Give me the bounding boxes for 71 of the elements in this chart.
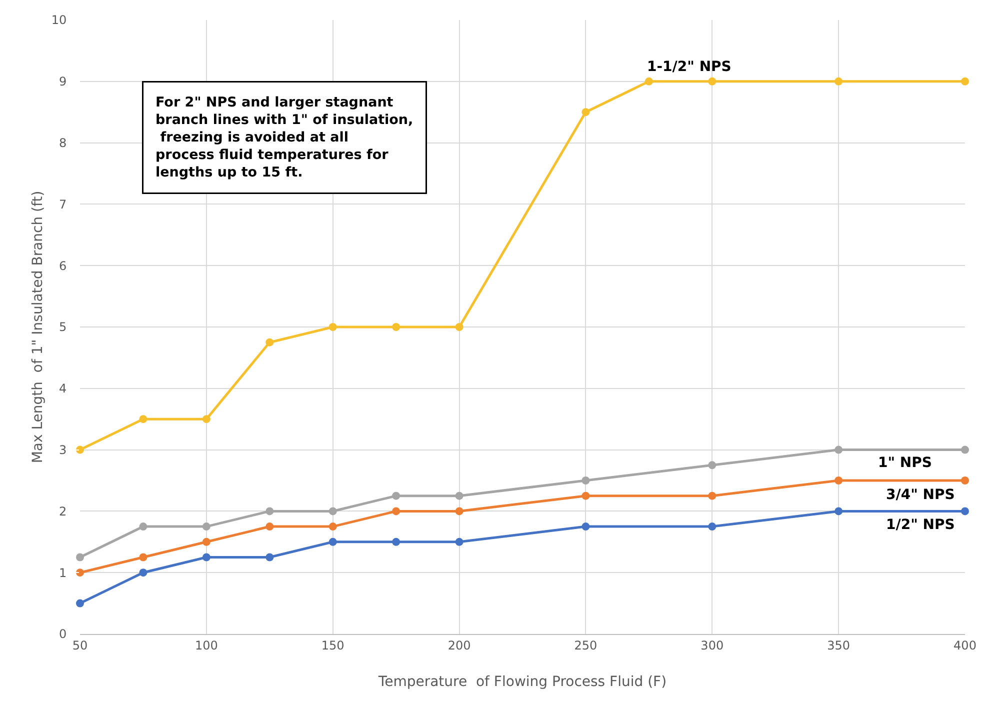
y-tick-label: 10 — [51, 13, 67, 28]
point — [392, 323, 400, 331]
x-tick-label: 400 — [954, 638, 976, 652]
point — [392, 507, 400, 516]
point — [455, 492, 464, 500]
x-tick-label: 350 — [827, 638, 850, 652]
y-tick-label: 4 — [58, 382, 67, 396]
point — [582, 522, 590, 531]
point — [202, 415, 210, 424]
point — [328, 323, 337, 331]
point — [139, 553, 148, 562]
point — [834, 476, 843, 484]
point — [582, 108, 590, 116]
point — [708, 77, 716, 86]
y-tick-label: 0 — [58, 627, 67, 642]
y-tick-label: 5 — [58, 320, 67, 334]
point — [266, 507, 274, 516]
y-tick-label: 7 — [58, 197, 67, 212]
point — [455, 323, 464, 331]
y-tick-label: 9 — [58, 74, 67, 89]
series-label: 1-1/2" NPS — [647, 59, 732, 75]
x-tick-label: 300 — [700, 638, 724, 652]
point — [961, 476, 969, 484]
point — [328, 522, 337, 531]
point — [328, 538, 337, 546]
point — [139, 415, 148, 424]
point — [202, 538, 210, 546]
point — [455, 538, 464, 546]
series-label: 3/4" NPS — [886, 487, 955, 503]
point — [328, 507, 337, 516]
y-tick-label: 6 — [58, 258, 67, 273]
point — [834, 77, 843, 86]
point — [266, 553, 274, 562]
x-axis-title: Temperature of Flowing Process Fluid (F) — [377, 674, 667, 690]
x-tick-label: 200 — [448, 638, 471, 652]
point — [708, 492, 716, 500]
point — [76, 599, 84, 608]
point — [455, 507, 464, 516]
series-label: 1/2" NPS — [886, 517, 955, 533]
point — [644, 77, 653, 86]
point — [582, 476, 590, 484]
x-tick-label: 150 — [321, 638, 344, 652]
point — [708, 522, 716, 531]
point — [961, 446, 969, 454]
point — [834, 446, 843, 454]
x-tick-label: 50 — [72, 638, 88, 652]
y-tick-label: 8 — [58, 136, 67, 150]
point — [266, 338, 274, 346]
point — [392, 538, 400, 546]
point — [582, 492, 590, 500]
point — [139, 568, 148, 577]
annotation: For 2" NPS and larger stagnant branch lines with 1" of insulation, freezing is avoided at all process fluid temperatures for lengths up to 15 ft. — [156, 94, 414, 181]
point — [76, 568, 84, 577]
y-tick-label: 2 — [58, 504, 67, 518]
y-axis-title: Max Length of 1" Insulated Branch (ft) — [30, 190, 46, 464]
x-tick-label: 100 — [194, 638, 218, 652]
x-tick-label: 250 — [574, 638, 598, 652]
point — [76, 446, 84, 454]
y-tick-label: 1 — [58, 566, 67, 580]
point — [76, 553, 84, 562]
point — [834, 507, 843, 516]
series-label: 1" NPS — [878, 455, 932, 471]
y-tick-label: 3 — [58, 443, 67, 457]
point — [202, 553, 210, 562]
point — [202, 522, 210, 531]
point — [266, 522, 274, 531]
point — [708, 461, 716, 470]
point — [392, 492, 400, 500]
point — [961, 77, 969, 86]
point — [961, 507, 969, 516]
point — [139, 522, 148, 531]
